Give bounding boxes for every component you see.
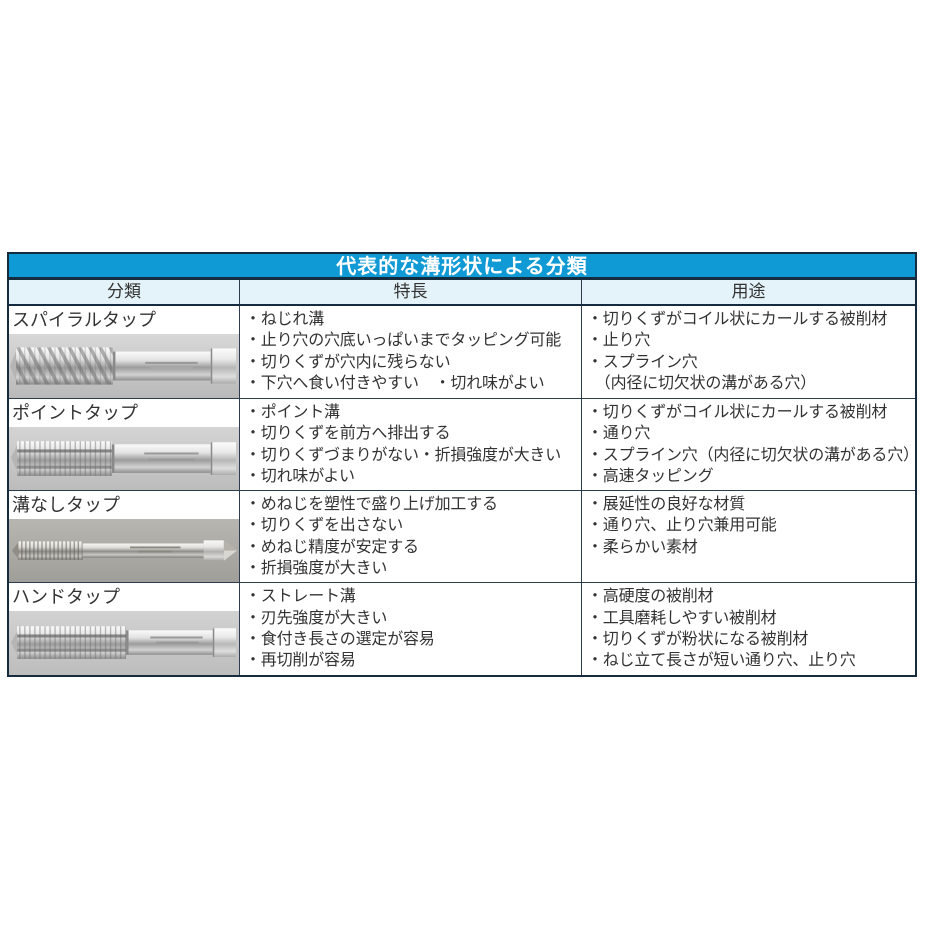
features-cell: ・ねじれ溝・止り穴の穴底いっぱいまでタッピング可能 ・切りくずが穴内に残らない・下… (239, 306, 581, 398)
table-row: スパイラルタップ (9, 306, 915, 399)
uses-cell: ・切りくずがコイル状にカールする被削材 ・通り穴・スプライン穴（内径に切欠状の溝が… (581, 399, 915, 491)
row-label: スパイラルタップ (12, 310, 156, 330)
feature-line: ・食付き長さの選定が容易 (245, 630, 435, 648)
classification-cell: ポイントタップ (9, 399, 239, 491)
header-classification: 分類 (107, 282, 141, 301)
hand-tap-image (11, 626, 236, 660)
use-line: （内径に切欠状の溝がある穴） (587, 374, 817, 392)
use-line: ・切りくずがコイル状にカールする被削材 (587, 404, 888, 421)
use-line: ・切りくずがコイル状にカールする被削材 (587, 311, 888, 328)
feature-line: ・切りくずを前方へ排出する (245, 425, 451, 443)
feature-line: ・ポイント溝 (245, 404, 340, 421)
fluteless-tap-image (12, 540, 237, 561)
feature-line: ・刃先強度が大きい (245, 609, 388, 627)
row-label: ハンドタップ (12, 587, 120, 608)
feature-line: ・めねじ精度が安定する (245, 538, 419, 556)
use-line: ・高速タッピング (587, 467, 714, 485)
feature-line: ・折損強度が大きい (245, 560, 388, 578)
hand-tap-photo (9, 611, 239, 675)
features-cell: ・ポイント溝・切りくずを前方へ排出する・切りくずづまりがない・折損強度が大きい・… (239, 399, 581, 491)
features-cell: ・めねじを塑性で盛り上げ加工する ・切りくずを出さない ・めねじ精度が安定する ・折損… (239, 491, 581, 583)
feature-line: ・止り穴の穴底いっぱいまでタッピング可能 (245, 332, 562, 350)
uses-cell: ・高硬度の被削材・工具磨耗しやすい被削材・切りくずが粉状になる被削材・ねじ立て長… (581, 583, 915, 675)
row-label: 溝なしタップ (12, 495, 120, 516)
uses-cell: ・展延性の良好な材質・通り穴、止り穴兼用可能 ・柔らかい素材 (581, 491, 915, 583)
table-row: ポイントタップ (9, 399, 915, 492)
feature-line: ・下穴へ食い付きやすい ・切れ味がよい (245, 374, 545, 392)
use-line: ・切りくずが粉状になる被削材 (587, 630, 809, 648)
use-line: ・展延性の良好な材質 (587, 496, 746, 514)
use-line: ・スプライン穴 (587, 353, 698, 371)
point-tap-photo (9, 427, 239, 491)
feature-line: ・再切削が容易 (245, 652, 356, 670)
feature-line: ・ねじれ溝 (245, 311, 325, 328)
spiral-tap-photo (9, 334, 239, 398)
feature-line: ・切りくずを出さない (245, 517, 404, 535)
header-uses: 用途 (581, 280, 915, 304)
feature-line: ・めねじを塑性で盛り上げ加工する (245, 496, 498, 514)
use-line: ・柔らかい素材 (587, 538, 698, 556)
use-line: ・通り穴 (587, 425, 651, 443)
use-line: ・高硬度の被削材 (587, 588, 714, 606)
spiral-tap-image (10, 347, 236, 385)
use-line: ・工具磨耗しやすい被削材 (587, 609, 777, 627)
feature-line: ・切れ味がよい (245, 467, 355, 485)
fluteless-tap-photo (9, 519, 239, 583)
tap-classification-table: 代表的な溝形状による分類 分類 特長 用途 スパイラルタップ (7, 252, 917, 677)
use-line: ・ねじ立て長さが短い通り穴、止り穴 (587, 652, 856, 670)
use-line: ・止り穴 (587, 332, 651, 350)
point-tap-image (11, 441, 236, 476)
classification-cell: ハンドタップ (9, 583, 239, 675)
feature-line: ・ストレート溝 (245, 588, 356, 606)
feature-line: ・切りくずづまりがない・折損強度が大きい (245, 446, 562, 464)
table-header-row: 分類 特長 用途 (9, 280, 915, 306)
features-cell: ・ストレート溝・刃先強度が大きい・食付き長さの選定が容易 ・再切削が容易 (239, 583, 581, 675)
use-line: ・通り穴、止り穴兼用可能 (587, 517, 777, 535)
table-title: 代表的な溝形状による分類 (9, 254, 915, 280)
row-label: ポイントタップ (12, 403, 138, 423)
classification-cell: 溝なしタップ (9, 491, 239, 583)
feature-line: ・切りくずが穴内に残らない (245, 353, 451, 371)
table-row: ハンドタップ (9, 583, 915, 675)
classification-cell: スパイラルタップ (9, 306, 239, 398)
table-row: 溝なしタップ (9, 491, 915, 584)
header-features: 特長 (239, 280, 581, 304)
uses-cell: ・切りくずがコイル状にカールする被削材 ・止り穴・スプライン穴 （内径に切欠状の溝… (581, 306, 915, 398)
use-line: ・スプライン穴（内径に切欠状の溝がある穴） (587, 446, 915, 464)
